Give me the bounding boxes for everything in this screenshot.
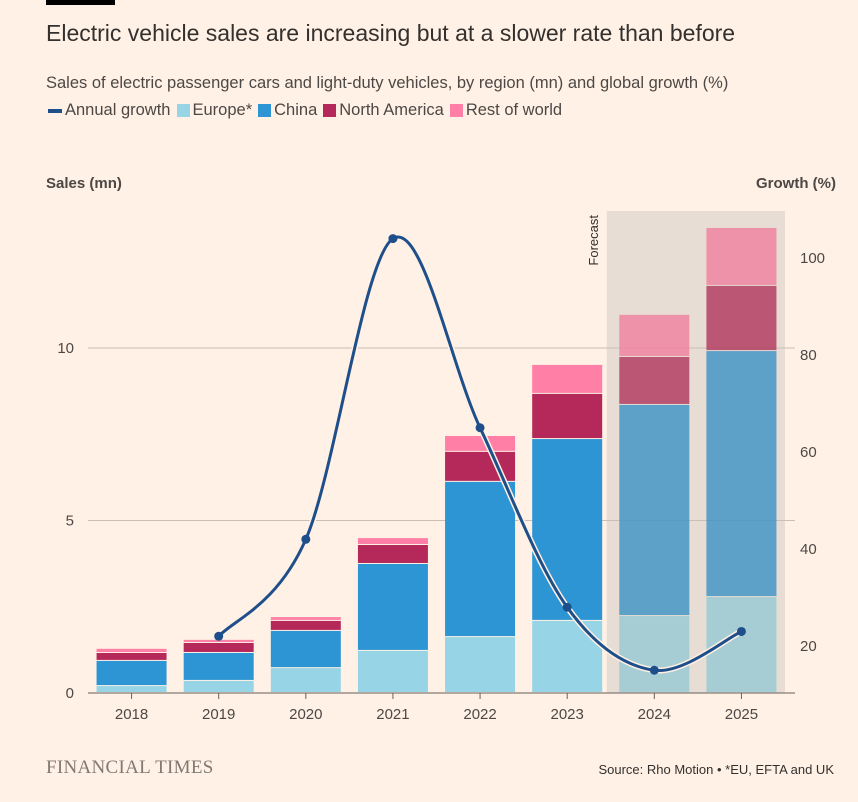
legend: Annual growth Europe* China North America Re… bbox=[48, 101, 564, 120]
bar-rest-of-world-2024 bbox=[619, 314, 690, 356]
right-tick-label: 60 bbox=[800, 444, 817, 461]
left-tick-label: 5 bbox=[66, 513, 74, 530]
chart-title: Electric vehicle sales are increasing bu… bbox=[46, 20, 736, 46]
legend-label: China bbox=[274, 101, 318, 119]
growth-point-2025 bbox=[736, 626, 746, 636]
bar-china-2024 bbox=[619, 404, 690, 616]
bar-china-2019 bbox=[183, 652, 254, 680]
bar-europe--2019 bbox=[183, 680, 254, 692]
legend-item-annual-growth: Annual growth bbox=[48, 101, 171, 120]
bar-north-america-2020 bbox=[270, 620, 341, 630]
growth-line bbox=[217, 235, 743, 672]
legend-label: North America bbox=[339, 101, 444, 119]
growth-point-2021 bbox=[388, 234, 398, 244]
forecast-tint bbox=[619, 314, 690, 356]
ft-top-bar bbox=[46, 0, 115, 5]
bar-rest-of-world-2023 bbox=[532, 364, 603, 393]
x-tick-label: 2025 bbox=[725, 706, 758, 723]
legend-swatch bbox=[176, 104, 190, 117]
bar-rest-of-world-2018 bbox=[96, 648, 167, 652]
bar-china-2021 bbox=[357, 563, 428, 650]
legend-swatch bbox=[323, 104, 337, 117]
x-tick-label: 2022 bbox=[463, 706, 496, 723]
bar-europe--2020 bbox=[270, 668, 341, 692]
forecast-tint bbox=[619, 616, 690, 692]
legend-item: Rest of world bbox=[449, 101, 563, 120]
bar-north-america-2024 bbox=[619, 356, 690, 404]
forecast-tint bbox=[706, 227, 777, 285]
bar-rest-of-world-2020 bbox=[270, 617, 341, 620]
bar-europe--2018 bbox=[96, 686, 167, 692]
growth-point-2023 bbox=[562, 602, 572, 612]
bar-europe--2021 bbox=[357, 650, 428, 692]
bar-north-america-2018 bbox=[96, 652, 167, 660]
legend-item: Europe* bbox=[176, 101, 253, 120]
bar-china-2022 bbox=[445, 481, 516, 637]
bar-rest-of-world-2019 bbox=[183, 639, 254, 642]
forecast-label: Forecast bbox=[586, 215, 601, 266]
bar-north-america-2023 bbox=[532, 393, 603, 439]
bar-rest-of-world-2025 bbox=[706, 227, 777, 285]
x-tick-label: 2023 bbox=[551, 706, 584, 723]
legend-swatch bbox=[449, 104, 463, 117]
right-tick-label: 80 bbox=[800, 347, 817, 364]
bar-rest-of-world-2022 bbox=[445, 435, 516, 451]
bar-china-2020 bbox=[270, 630, 341, 668]
forecast-tint bbox=[619, 356, 690, 404]
bar-europe--2023 bbox=[532, 620, 603, 692]
bar-china-2018 bbox=[96, 660, 167, 686]
x-tick-label: 2021 bbox=[376, 706, 409, 723]
left-tick-label: 0 bbox=[66, 685, 74, 702]
left-axis-title: Sales (mn) bbox=[46, 175, 122, 192]
bar-north-america-2025 bbox=[706, 285, 777, 351]
legend-label: Annual growth bbox=[65, 101, 171, 119]
x-tick-label: 2019 bbox=[202, 706, 235, 723]
bar-north-america-2021 bbox=[357, 544, 428, 563]
bar-europe--2024 bbox=[619, 616, 690, 692]
forecast-tint bbox=[619, 404, 690, 616]
right-tick-label: 100 bbox=[800, 250, 825, 267]
bar-rest-of-world-2021 bbox=[357, 538, 428, 544]
source-note: Source: Rho Motion • *EU, EFTA and UK bbox=[598, 762, 834, 777]
legend-item: China bbox=[258, 101, 317, 120]
x-tick-label: 2018 bbox=[115, 706, 148, 723]
bar-china-2025 bbox=[706, 351, 777, 597]
x-tick-label: 2024 bbox=[638, 706, 671, 723]
chart-subtitle: Sales of electric passenger cars and lig… bbox=[46, 74, 729, 92]
forecast-tint bbox=[706, 351, 777, 597]
bar-europe--2022 bbox=[445, 637, 516, 692]
bar-north-america-2019 bbox=[183, 642, 254, 652]
growth-point-2022 bbox=[475, 423, 485, 433]
bar-china-2023 bbox=[532, 439, 603, 620]
right-tick-label: 20 bbox=[800, 638, 817, 655]
legend-label: Europe* bbox=[192, 101, 253, 119]
right-tick-label: 40 bbox=[800, 541, 817, 558]
legend-item: North America bbox=[323, 101, 444, 120]
ft-logo: FINANCIAL TIMES bbox=[46, 757, 214, 778]
right-axis-title: Growth (%) bbox=[756, 175, 836, 192]
growth-point-2019 bbox=[214, 631, 224, 641]
legend-label: Rest of world bbox=[465, 101, 563, 119]
x-tick-label: 2020 bbox=[289, 706, 322, 723]
legend-line-swatch bbox=[48, 108, 62, 113]
forecast-tint bbox=[706, 285, 777, 351]
growth-point-2020 bbox=[301, 534, 311, 544]
legend-swatch bbox=[258, 104, 272, 117]
left-tick-label: 10 bbox=[57, 340, 74, 357]
growth-point-2024 bbox=[649, 665, 659, 675]
